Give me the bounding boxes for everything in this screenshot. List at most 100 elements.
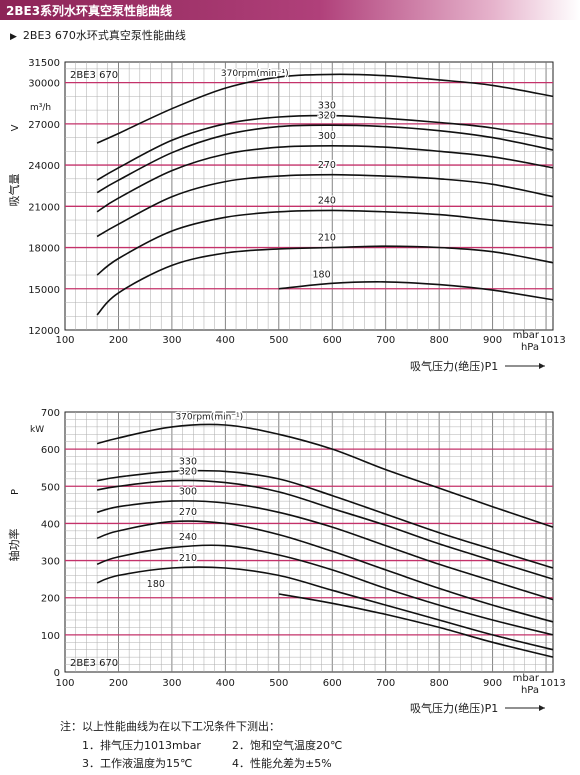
y-tick-label: 600 xyxy=(41,445,60,456)
series-line xyxy=(96,73,554,144)
y-tick-label: 0 xyxy=(54,668,60,679)
x-tick-label: 400 xyxy=(216,678,235,689)
y-tick-label: 12000 xyxy=(28,326,60,337)
series-line xyxy=(96,500,554,601)
x-axis-label: 吸气压力(绝压)P1 xyxy=(410,701,498,715)
x-unit-top: mbar xyxy=(513,673,540,684)
x-tick-label: 100 xyxy=(55,335,74,346)
series-line xyxy=(96,114,554,181)
x-tick-label: 100 xyxy=(55,678,74,689)
x-tick-label: 600 xyxy=(323,335,342,346)
note-item: 1．排气压力1013mbar xyxy=(82,739,201,752)
series-line xyxy=(96,479,554,580)
x-unit-bottom: hPa xyxy=(521,685,539,696)
y-unit-label: kW xyxy=(30,425,44,435)
x-tick-label: 300 xyxy=(162,335,181,346)
x-tick-label: 400 xyxy=(216,335,235,346)
series-line xyxy=(278,281,554,301)
x-tick-label: 200 xyxy=(109,335,128,346)
y-axis-label: 轴功率 xyxy=(7,529,21,562)
page-title: 2BE3系列水环真空泵性能曲线 xyxy=(6,4,173,18)
y-tick-label: 200 xyxy=(41,594,60,605)
x-tick-label: 900 xyxy=(483,678,502,689)
series-label: 180 xyxy=(147,579,165,590)
subtitle-text: 2BE3 670水环式真空泵性能曲线 xyxy=(22,29,186,42)
series-label: 240 xyxy=(318,196,336,207)
x-unit-top: mbar xyxy=(513,330,540,341)
y-axis-symbol: P xyxy=(10,489,21,495)
series-line xyxy=(96,566,554,651)
series-label: 240 xyxy=(179,532,197,543)
y-unit-label: m³/h xyxy=(30,103,51,113)
y-tick-label: 15000 xyxy=(28,285,60,296)
series-label: 180 xyxy=(312,269,330,280)
y-tick-label: 400 xyxy=(41,519,60,530)
x-tick-label: 300 xyxy=(162,678,181,689)
y-tick-label: 700 xyxy=(41,408,60,419)
series-line xyxy=(278,593,554,658)
series-label: 330 xyxy=(318,101,336,112)
note-item: 3．工作液温度为15℃ xyxy=(82,757,193,770)
series-label: 210 xyxy=(318,233,336,244)
x-tick-label: 200 xyxy=(109,678,128,689)
series-label: 270 xyxy=(318,160,336,171)
plot-frame xyxy=(64,411,554,673)
y-tick-label: 31500 xyxy=(28,58,60,69)
header-gradient xyxy=(0,0,580,20)
series-line xyxy=(96,520,554,623)
y-tick-label: 21000 xyxy=(28,202,60,213)
series-line xyxy=(96,209,554,276)
y-tick-label: 18000 xyxy=(28,244,60,255)
y-axis-label: 吸气量 xyxy=(7,174,21,207)
x-tick-label: 600 xyxy=(323,678,342,689)
plot-frame xyxy=(64,61,554,331)
x-axis-arrowhead xyxy=(539,705,545,711)
series-label: 270 xyxy=(179,507,197,518)
series-label: 210 xyxy=(179,553,197,564)
x-tick-label: 700 xyxy=(376,335,395,346)
series-label: 320 xyxy=(179,466,197,477)
series-line xyxy=(96,423,554,528)
series-label: 370rpm(min⁻¹) xyxy=(175,413,243,423)
x-tick-label: 500 xyxy=(269,335,288,346)
chart-1: 12000 15000 18000 21000 24000 27000 30000 31500… xyxy=(7,58,566,373)
series-label: 370rpm(min⁻¹) xyxy=(221,69,289,79)
y-tick-label: 27000 xyxy=(28,120,60,131)
chart-subtitle: ▶ 2BE3 670水环式真空泵性能曲线 xyxy=(10,27,186,43)
note-item: 2．饱和空气温度20℃ xyxy=(232,739,343,752)
x-tick-label: 1013 xyxy=(540,678,565,689)
header-bar: 2BE3系列水环真空泵性能曲线 xyxy=(0,0,580,20)
x-unit-bottom: hPa xyxy=(521,342,539,353)
series-label: 330 xyxy=(179,456,197,467)
series-line xyxy=(96,124,554,194)
series-line xyxy=(96,144,554,213)
y-tick-label: 30000 xyxy=(28,79,60,90)
note-item: 4．性能允差为±5% xyxy=(232,757,332,770)
series-label: 300 xyxy=(318,131,336,142)
model-label: 2BE3 670 xyxy=(70,658,118,669)
notes-title: 注：以上性能曲线为在以下工况条件下测出： xyxy=(60,720,280,733)
series-line xyxy=(96,544,554,636)
x-tick-label: 900 xyxy=(483,335,502,346)
y-tick-label: 100 xyxy=(41,631,60,642)
series-line xyxy=(96,469,554,569)
x-tick-label: 1013 xyxy=(540,335,565,346)
series-line xyxy=(96,173,554,238)
series-line xyxy=(96,245,554,316)
y-tick-label: 300 xyxy=(41,557,60,568)
series-label: 300 xyxy=(179,487,197,498)
x-tick-label: 800 xyxy=(430,335,449,346)
x-tick-label: 800 xyxy=(430,678,449,689)
series-label: 320 xyxy=(318,110,336,121)
x-axis-arrowhead xyxy=(539,363,545,369)
x-axis-label: 吸气压力(绝压)P1 xyxy=(410,359,498,373)
x-tick-label: 500 xyxy=(269,678,288,689)
x-tick-label: 700 xyxy=(376,678,395,689)
triangle-bullet-icon: ▶ xyxy=(10,32,17,42)
y-axis-symbol: V xyxy=(10,124,21,131)
model-label: 2BE3 670 xyxy=(70,70,118,81)
y-tick-label: 500 xyxy=(41,482,60,493)
y-tick-label: 24000 xyxy=(28,161,60,172)
